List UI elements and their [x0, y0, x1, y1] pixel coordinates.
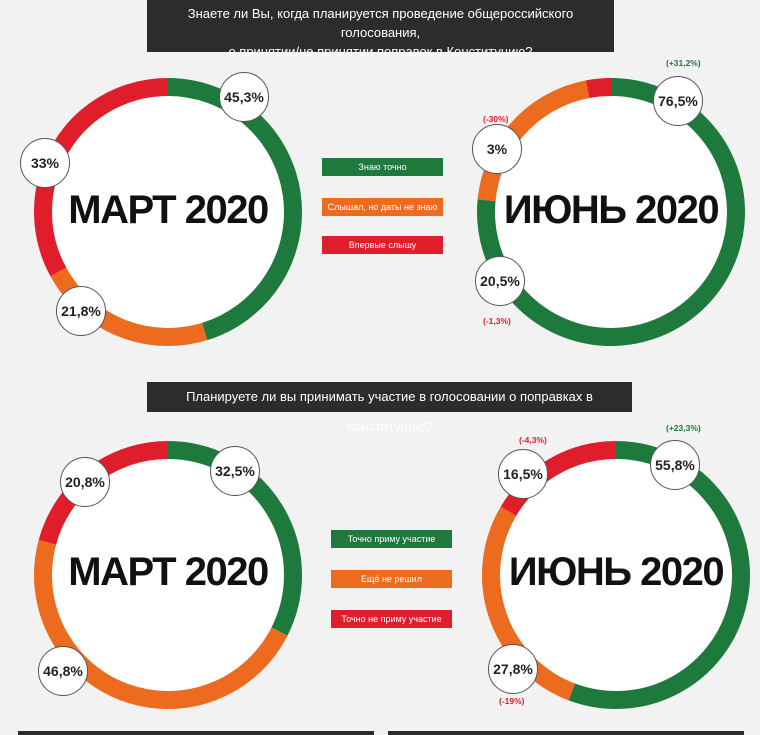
chart-4-delta-green: (+23,3%) [666, 423, 701, 433]
legend-2-item-3: Точно не приму участие [331, 610, 452, 628]
chart-3-value-label-3: 20,8% [60, 457, 110, 507]
chart-2-value-label-3: 3% [472, 124, 522, 174]
chart-2-delta-green: (+31,2%) [666, 58, 701, 68]
donut-center-2 [495, 96, 727, 328]
donut-2-segment-3 [585, 78, 612, 99]
chart-1-value-label-3: 33% [20, 138, 70, 188]
question-1-line-1: Знаете ли Вы, когда планируется проведен… [187, 6, 574, 40]
legend-1-item-2: Слышал, но даты не знаю [322, 198, 443, 216]
question-2-banner: Планируете ли вы принимать участие в гол… [147, 382, 632, 434]
legend-2-item-2: Ещё не решил [331, 570, 452, 588]
chart-4-delta-red: (-4,3%) [519, 435, 547, 445]
chart-3-value-label-2: 46,8% [38, 646, 88, 696]
chart-3-value-label-1: 32,5% [210, 446, 260, 496]
donut-4-segment-3 [500, 441, 617, 517]
chart-4-value-label-3: 16,5% [498, 449, 548, 499]
donut-4-segment-2 [482, 506, 576, 701]
donut-3-segment-2 [34, 539, 288, 709]
donut-center-3 [52, 459, 284, 691]
chart-4-delta-orange: (-19%) [499, 696, 525, 706]
chart-2-value-label-2: 20,5% [475, 256, 525, 306]
chart-2-delta-orange: (-1,3%) [483, 316, 511, 326]
donut-center-1 [52, 96, 284, 328]
bottom-divider-left [18, 731, 374, 735]
legend-2-item-1: Точно приму участие [331, 530, 452, 548]
donut-2-segment-2 [477, 80, 590, 202]
legend-1-item-1: Знаю точно [322, 158, 443, 176]
chart-3-title: МАРТ 2020 [68, 550, 269, 594]
donut-center-4 [500, 459, 732, 691]
chart-2-title: ИЮНЬ 2020 [503, 188, 720, 232]
chart-2-value-label-1: 76,5% [653, 76, 703, 126]
question-1-banner: Знаете ли Вы, когда планируется проведен… [147, 0, 614, 59]
chart-1-title: МАРТ 2020 [68, 188, 269, 232]
chart-4-title: ИЮНЬ 2020 [508, 550, 725, 594]
legend-1-item-3: Впервые слышу [322, 236, 443, 254]
chart-4-value-label-2: 27,8% [488, 644, 538, 694]
bottom-divider-right [388, 731, 744, 735]
question-1-line-2: о принятии/не принятии поправок в Консти… [228, 44, 533, 59]
chart-1-value-label-1: 45,3% [219, 72, 269, 122]
chart-4-value-label-1: 55,8% [650, 440, 700, 490]
chart-1-value-label-2: 21,8% [56, 286, 106, 336]
chart-2-delta-red: (-30%) [483, 114, 509, 124]
donut-3-segment-1 [167, 441, 302, 636]
